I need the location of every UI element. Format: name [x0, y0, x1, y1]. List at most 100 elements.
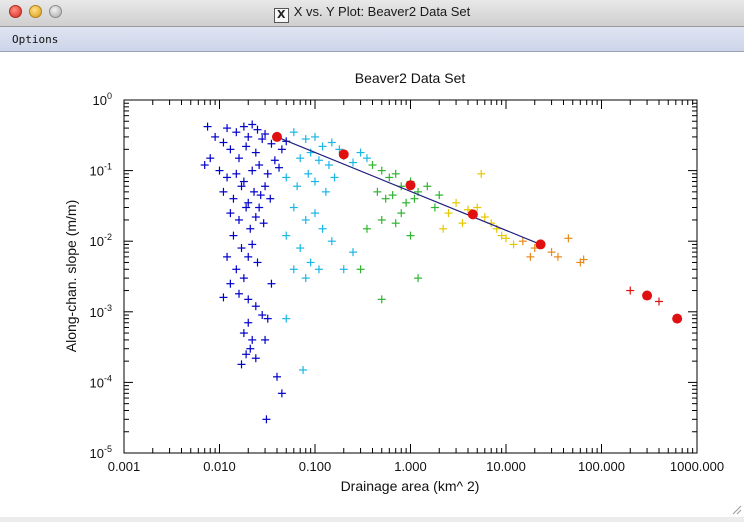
data-point — [232, 169, 241, 178]
data-point — [251, 302, 260, 311]
data-point — [234, 215, 243, 224]
data-point — [339, 265, 348, 274]
data-point — [239, 122, 248, 131]
data-point — [256, 191, 265, 200]
x-tick-label: 0.001 — [108, 459, 141, 474]
y-axis: 100 10-1 10-2 10-3 10-4 10-5 — [90, 91, 697, 461]
menu-options[interactable]: Options — [12, 33, 59, 46]
data-point — [253, 125, 262, 134]
zoom-button[interactable] — [49, 5, 62, 18]
data-point — [410, 194, 419, 203]
data-point — [251, 213, 260, 222]
binned-means — [271, 131, 683, 324]
data-point — [296, 244, 305, 253]
data-point — [289, 265, 298, 274]
binned-mean-marker — [535, 239, 546, 250]
data-point — [362, 154, 371, 163]
data-point — [215, 166, 224, 175]
data-point — [318, 224, 327, 233]
fit-line-layer — [276, 136, 541, 245]
data-point — [402, 198, 411, 207]
x-tick-label: 0.010 — [203, 459, 236, 474]
x-tick-label: 1000.000 — [670, 459, 724, 474]
x-tick-label: 10.000 — [486, 459, 526, 474]
data-point — [239, 329, 248, 338]
plot-frame — [123, 99, 698, 454]
data-point — [301, 135, 310, 144]
x-tick-label: 0.100 — [299, 459, 332, 474]
data-point — [229, 231, 238, 240]
data-point — [553, 252, 562, 261]
data-point — [330, 173, 339, 182]
data-point — [248, 240, 257, 249]
x-axis-label: Drainage area (km^ 2) — [341, 478, 480, 494]
data-point — [262, 415, 271, 424]
data-point — [237, 244, 246, 253]
y-tick-label: 10-2 — [90, 232, 112, 249]
data-points — [200, 120, 663, 424]
close-button[interactable] — [9, 5, 22, 18]
data-point — [314, 156, 323, 165]
data-point — [362, 224, 371, 233]
data-point — [266, 194, 275, 203]
data-point — [304, 169, 313, 178]
data-point — [248, 335, 257, 344]
data-point — [477, 169, 486, 178]
data-point — [314, 265, 323, 274]
data-point — [223, 124, 232, 133]
data-point — [327, 138, 336, 147]
data-point — [244, 318, 253, 327]
data-point — [397, 209, 406, 218]
data-point — [435, 191, 444, 200]
resize-grip-icon[interactable] — [730, 503, 742, 515]
data-point — [251, 148, 260, 157]
data-point — [258, 135, 267, 144]
data-point — [246, 344, 255, 353]
data-point — [248, 166, 257, 175]
x11-app-icon: X — [273, 8, 289, 23]
data-point — [301, 274, 310, 283]
data-point — [248, 120, 257, 129]
data-point — [219, 138, 228, 147]
data-point — [244, 132, 253, 141]
data-point — [318, 142, 327, 151]
data-point — [414, 274, 423, 283]
data-point — [242, 350, 251, 359]
data-point — [282, 173, 291, 182]
data-point — [289, 128, 298, 137]
data-point — [282, 314, 291, 323]
data-point — [439, 224, 448, 233]
data-point — [239, 274, 248, 283]
data-point — [200, 161, 209, 170]
title-bar[interactable]: X X vs. Y Plot: Beaver2 Data Set — [0, 0, 744, 27]
y-tick-label: 10-1 — [90, 162, 112, 179]
data-point — [206, 154, 215, 163]
data-point — [259, 219, 268, 228]
data-point — [211, 132, 220, 141]
window-title: X vs. Y Plot: Beaver2 Data Set — [293, 4, 471, 19]
data-point — [626, 286, 635, 295]
data-point — [253, 258, 262, 267]
data-point — [526, 252, 535, 261]
data-point — [377, 295, 386, 304]
minimize-button[interactable] — [29, 5, 42, 18]
data-point — [406, 231, 415, 240]
scatter-plot: Beaver2 Data Set 0.001 0.010 0.100 1.000 10.… — [63, 70, 724, 494]
data-point — [267, 139, 276, 148]
data-point — [275, 163, 284, 172]
data-point — [250, 187, 259, 196]
data-point — [368, 161, 377, 170]
data-point — [261, 182, 270, 191]
y-tick-label: 10-4 — [90, 373, 112, 390]
data-point — [385, 173, 394, 182]
data-point — [327, 237, 336, 246]
data-point — [321, 187, 330, 196]
data-point — [223, 173, 232, 182]
data-point — [234, 289, 243, 298]
data-point — [244, 252, 253, 261]
data-point — [289, 203, 298, 212]
data-point — [219, 293, 228, 302]
data-point — [473, 203, 482, 212]
y-tick-label: 10-3 — [90, 303, 112, 320]
data-point — [242, 203, 251, 212]
